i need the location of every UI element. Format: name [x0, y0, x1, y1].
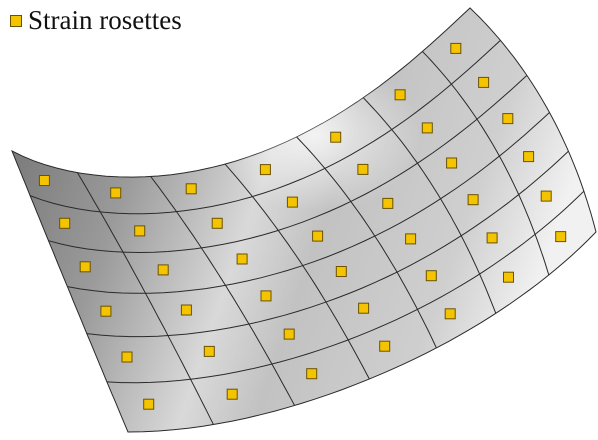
strain-rosette-marker [523, 151, 535, 163]
grid-line-col-6 [422, 51, 550, 276]
strain-rosette-marker [503, 271, 514, 283]
strain-rosette-marker [555, 231, 567, 243]
strain-rosette-marker [312, 230, 324, 242]
strain-rosette-marker [157, 264, 169, 276]
panel-grid [29, 40, 585, 425]
grid-line-col-2 [150, 176, 296, 406]
strain-rosette-marker [444, 308, 456, 320]
strain-rosette-marker [467, 194, 479, 206]
strain-rosette-marker [134, 225, 146, 237]
strain-rosette-marker [446, 157, 458, 169]
strain-rosette-marker [425, 270, 437, 282]
strain-rosette-marker [394, 89, 406, 101]
legend-marker-icon [10, 15, 22, 27]
strain-rosette-marker [236, 253, 248, 265]
strain-rosette-marker [110, 187, 122, 199]
grid-line-col-1 [76, 172, 214, 425]
grid-line-row-1 [29, 40, 501, 215]
grid-line-col-3 [224, 163, 370, 380]
grid-line-row-3 [67, 112, 550, 294]
strain-rosette-marker [211, 217, 223, 229]
strain-rosette-marker [38, 175, 50, 186]
strain-rosette-marker [283, 328, 295, 340]
strain-rosette-marker [226, 388, 238, 400]
strain-rosette-marker [259, 164, 271, 176]
strain-rosette-marker [502, 113, 514, 125]
strain-rosettes [38, 42, 567, 410]
strain-rosette-marker [405, 233, 417, 245]
strain-rosette-marker [306, 368, 318, 380]
strain-rosette-marker [203, 345, 215, 357]
strain-rosette-marker [180, 304, 192, 316]
strain-rosette-marker [335, 266, 347, 277]
strain-rosette-marker [478, 76, 490, 88]
strain-rosette-marker [143, 398, 155, 410]
grid-line-col-4 [296, 136, 437, 349]
grid-line-row-5 [106, 190, 585, 384]
legend: Strain rosettes [10, 5, 182, 35]
legend-label: Strain rosettes [28, 4, 182, 35]
strain-rosette-marker [260, 290, 272, 302]
grid-line-row-4 [86, 150, 569, 338]
grid-line-col-5 [362, 97, 497, 314]
strain-rosette-marker [382, 197, 394, 209]
panel-highlight [12, 8, 596, 432]
strain-rosette-marker [358, 302, 370, 314]
strain-rosette-marker [59, 217, 71, 229]
strain-rosette-marker [121, 351, 133, 363]
strain-rosette-marker [185, 183, 197, 195]
strain-rosette-marker [486, 232, 498, 244]
strain-rosette-marker [100, 305, 112, 317]
strain-rosette-marker [540, 190, 552, 202]
strain-rosette-marker [286, 196, 298, 208]
strain-rosette-marker [330, 131, 342, 143]
strain-rosette-marker [79, 261, 91, 273]
strain-rosette-marker [421, 122, 433, 134]
strain-rosette-marker [379, 340, 391, 352]
strain-rosette-marker [357, 163, 369, 175]
grid-line-row-2 [48, 75, 528, 254]
strain-rosette-marker [450, 42, 462, 54]
